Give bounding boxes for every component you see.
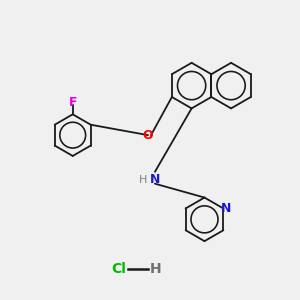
Text: H: H (150, 262, 162, 276)
Text: O: O (143, 129, 153, 142)
Text: Cl: Cl (111, 262, 126, 276)
Text: N: N (221, 202, 232, 215)
Text: N: N (150, 173, 160, 186)
Text: H: H (139, 175, 147, 185)
Text: F: F (68, 96, 77, 109)
